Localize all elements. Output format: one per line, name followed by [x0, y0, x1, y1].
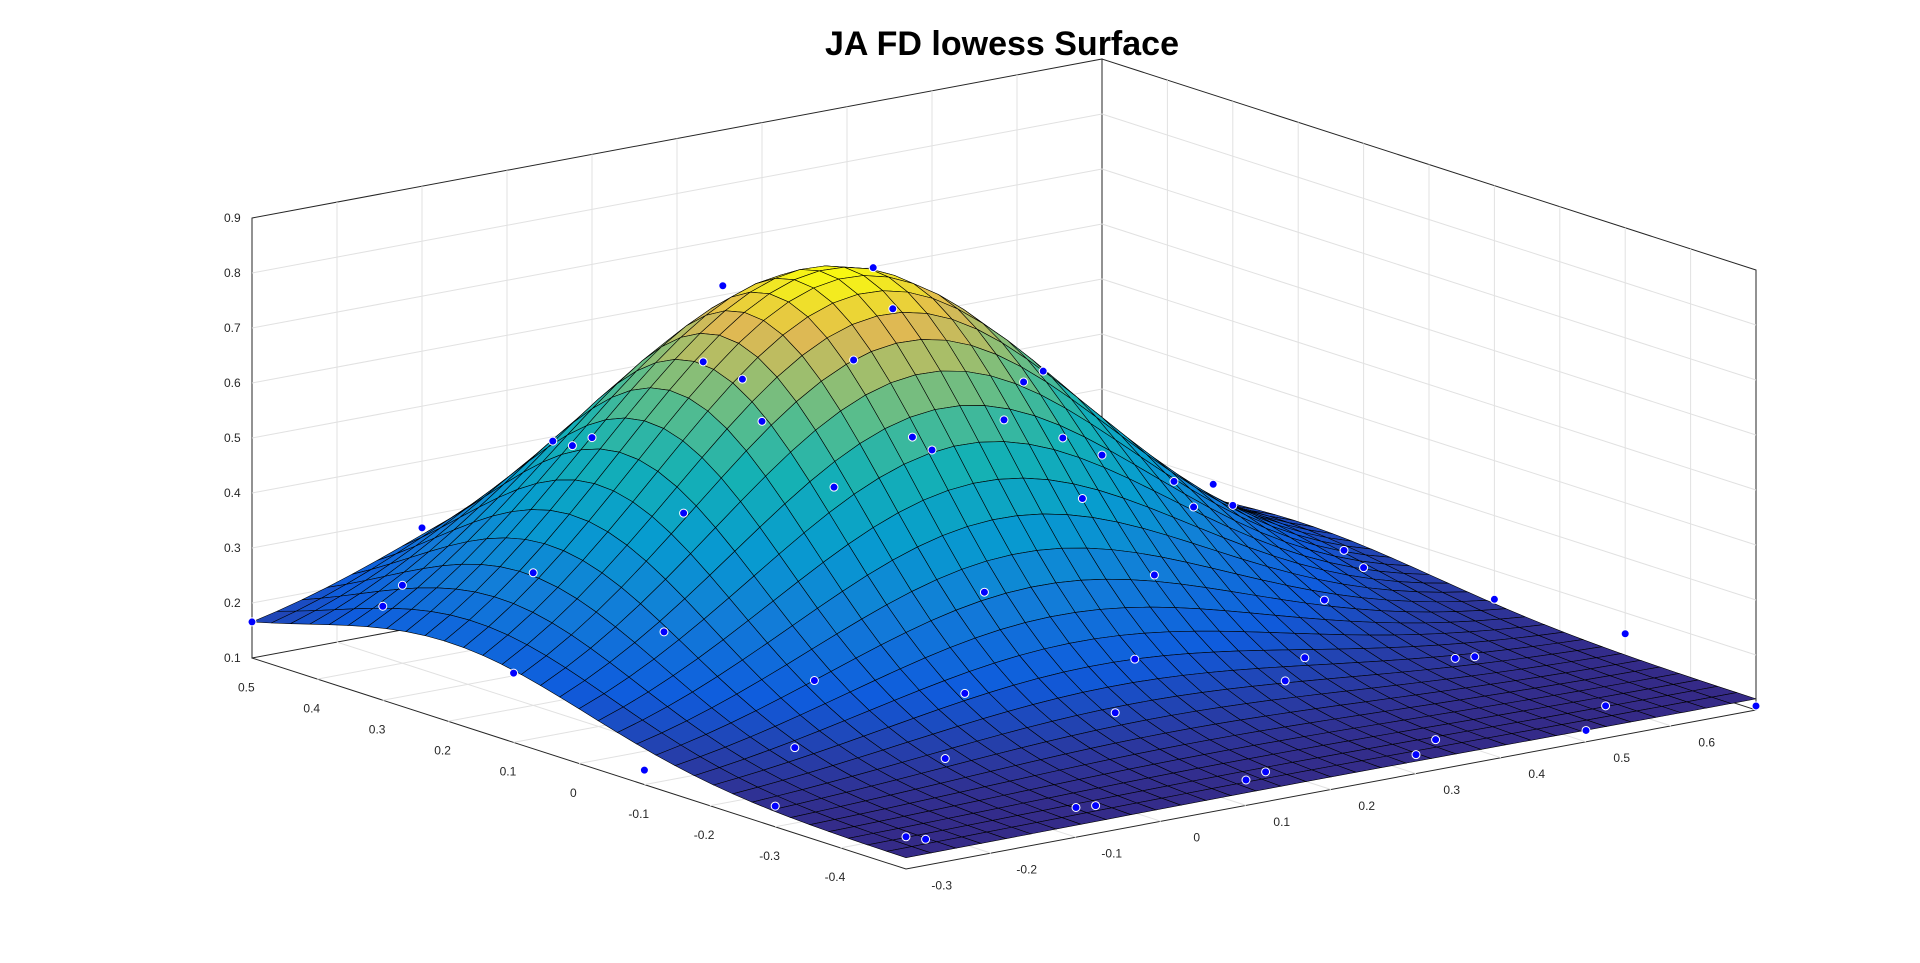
scatter-point	[757, 416, 767, 426]
x-tick-label: 0.1	[500, 765, 517, 779]
z-tick-label: 0.3	[224, 541, 241, 555]
x-tick-label: -0.3	[759, 849, 780, 863]
scatter-point	[1489, 594, 1499, 604]
scatter-point	[1470, 652, 1480, 662]
scatter-point	[397, 580, 407, 590]
x-tick-label: -0.4	[825, 870, 846, 884]
scatter-point	[247, 617, 257, 627]
scatter-point	[548, 436, 558, 446]
lowess-surface	[251, 265, 1757, 859]
scatter-point	[639, 765, 649, 775]
scatter-point	[1149, 570, 1159, 580]
scatter-point	[1038, 366, 1048, 376]
scatter-point	[1751, 701, 1761, 711]
z-tick-label: 0.5	[224, 431, 241, 445]
x-tick-label: 0.4	[303, 701, 320, 715]
scatter-point	[1058, 433, 1068, 443]
scatter-point	[1450, 653, 1460, 663]
scatter-point	[567, 441, 577, 451]
scatter-point	[907, 432, 917, 442]
scatter-point	[809, 676, 819, 686]
scatter-point	[868, 263, 878, 273]
scatter-point	[1110, 708, 1120, 718]
surface-patch	[885, 846, 933, 859]
scatter-point	[1228, 500, 1238, 510]
y-tick-label: 0	[1193, 831, 1200, 845]
y-tick-label: 0.4	[1528, 767, 1545, 781]
scatter-point	[659, 627, 669, 637]
scatter-point	[737, 374, 747, 384]
scatter-point	[1431, 735, 1441, 745]
y-tick-label: 0.3	[1443, 783, 1460, 797]
z-tick-label: 0.8	[224, 266, 241, 280]
scatter-point	[1208, 479, 1218, 489]
x-tick-label: -0.2	[694, 828, 715, 842]
scatter-point	[979, 587, 989, 597]
z-tick-label: 0.2	[224, 596, 241, 610]
scatter-point	[829, 482, 839, 492]
x-tick-label: 0.5	[238, 680, 255, 694]
y-tick-label: 0.5	[1613, 751, 1630, 765]
scatter-point	[1339, 545, 1349, 555]
y-tick-label: -0.3	[931, 878, 952, 892]
scatter-point	[1411, 750, 1421, 760]
scatter-point	[1261, 767, 1271, 777]
y-tick-label: 0.2	[1358, 799, 1375, 813]
scatter-point	[1097, 450, 1107, 460]
scatter-point	[888, 304, 898, 314]
scatter-point	[417, 523, 427, 533]
scatter-point	[1077, 494, 1087, 504]
scatter-point	[1280, 676, 1290, 686]
x-tick-label: 0.2	[434, 744, 451, 758]
z-tick-label: 0.4	[224, 486, 241, 500]
scatter-point	[378, 601, 388, 611]
x-tick-label: 0.3	[369, 722, 386, 736]
z-tick-label: 0.6	[224, 376, 241, 390]
scatter-point	[849, 355, 859, 365]
scatter-point	[1300, 653, 1310, 663]
scatter-point	[1071, 802, 1081, 812]
tick-labels: 0.1 0.2 0.3 0.4 0.5 0.6 0.7 0.8 0.9 0.5 0.4 0.3 0.2 0…	[224, 211, 1715, 892]
scatter-point	[921, 834, 931, 844]
y-tick-label: 0.1	[1273, 815, 1290, 829]
scatter-point	[790, 743, 800, 753]
scatter-points	[247, 263, 1761, 844]
scatter-point	[718, 281, 728, 291]
z-tick-label: 0.9	[224, 211, 241, 225]
scatter-point	[698, 357, 708, 367]
z-tick-label: 0.7	[224, 321, 241, 335]
scatter-point	[1091, 801, 1101, 811]
scatter-point	[940, 754, 950, 764]
scatter-point	[1620, 629, 1630, 639]
scatter-point	[1241, 775, 1251, 785]
scatter-point	[999, 415, 1009, 425]
scatter-point	[770, 801, 780, 811]
z-tick-label: 0.1	[224, 651, 241, 665]
scatter-point	[1130, 654, 1140, 664]
scatter-point	[927, 445, 937, 455]
scatter-point	[1189, 502, 1199, 512]
scatter-point	[528, 568, 538, 578]
y-tick-label: -0.2	[1016, 863, 1037, 877]
scatter-point	[901, 832, 911, 842]
y-tick-label: -0.1	[1101, 847, 1122, 861]
floor-axis-line	[251, 657, 1757, 870]
scatter-point	[509, 668, 519, 678]
chart-title: JA FD lowess Surface	[825, 25, 1179, 63]
scatter-point	[587, 433, 597, 443]
y-tick-label: 0.6	[1698, 735, 1715, 749]
x-tick-label: -0.1	[628, 807, 649, 821]
scatter-point	[1019, 377, 1029, 387]
scatter-point	[1581, 725, 1591, 735]
scatter-point	[1601, 701, 1611, 711]
scatter-point	[1319, 595, 1329, 605]
scatter-point	[1359, 563, 1369, 573]
scatter-point	[1169, 476, 1179, 486]
x-tick-label: 0	[570, 786, 577, 800]
scatter-point	[960, 688, 970, 698]
scatter-point	[679, 508, 689, 518]
